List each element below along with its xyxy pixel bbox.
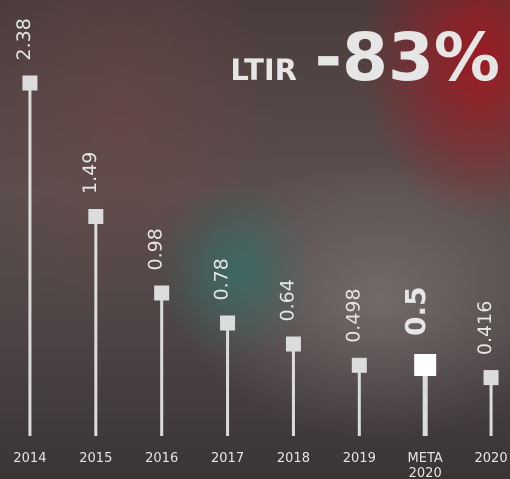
marker bbox=[286, 337, 301, 352]
value-label: 0.498 bbox=[342, 288, 364, 342]
marker bbox=[220, 316, 235, 331]
marker bbox=[22, 76, 37, 91]
value-label: 1.49 bbox=[79, 152, 101, 194]
x-tick-label: 2014 bbox=[13, 451, 46, 466]
x-tick-label: 2016 bbox=[145, 451, 178, 466]
headline-value: -83% bbox=[315, 19, 500, 96]
marker bbox=[414, 354, 436, 376]
marker bbox=[88, 209, 103, 224]
value-label: 0.98 bbox=[145, 228, 167, 270]
value-label: 0.416 bbox=[474, 301, 496, 355]
x-tick-label: 2015 bbox=[79, 451, 112, 466]
screen: LTIR -83% 2014 2.38 2015 1.49 2016 0.98 2017 0.… bbox=[0, 0, 510, 479]
x-tick-label: 2017 bbox=[211, 451, 244, 466]
marker bbox=[154, 286, 169, 301]
value-label: 0.64 bbox=[276, 279, 298, 321]
value-label: 0.5 bbox=[399, 286, 432, 336]
value-label: 0.78 bbox=[211, 258, 233, 300]
chart: LTIR -83% 2014 2.38 2015 1.49 2016 0.98 2017 0.… bbox=[0, 0, 510, 479]
x-tick-label: 2020 bbox=[475, 451, 508, 466]
value-label: 2.38 bbox=[13, 18, 35, 60]
marker bbox=[484, 370, 499, 385]
marker bbox=[352, 358, 367, 373]
x-tick-label: 2018 bbox=[277, 451, 310, 466]
headline-label: LTIR bbox=[230, 53, 297, 87]
x-tick-label: 2019 bbox=[343, 451, 376, 466]
